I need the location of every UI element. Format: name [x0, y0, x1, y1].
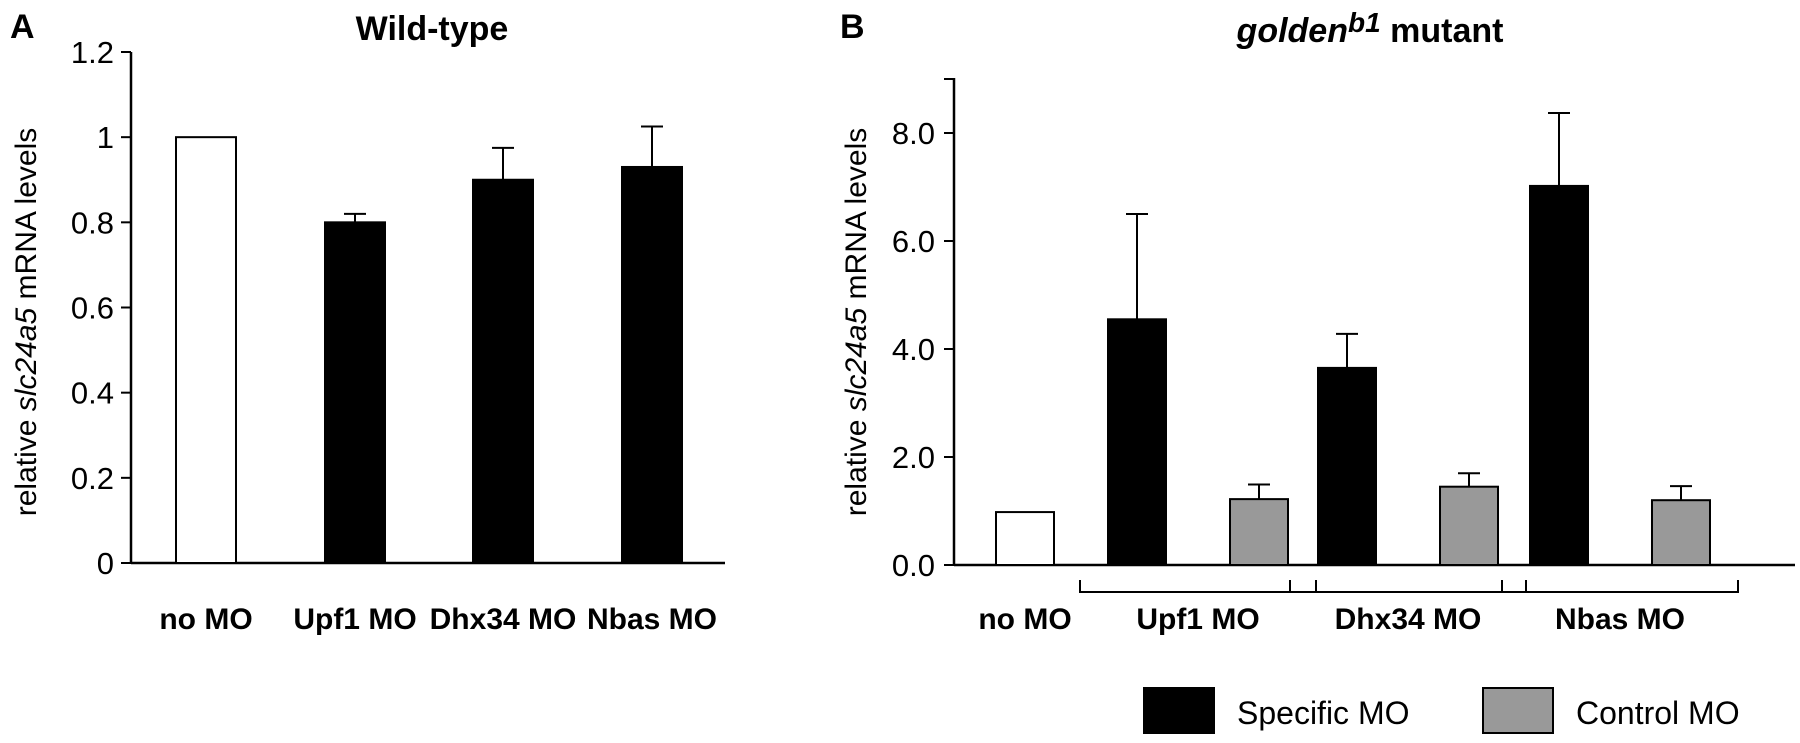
panel-a-y-ticks: 0 0.2 0.4 0.6 0.8 1 1.2: [71, 35, 131, 581]
panel-a-bar: [324, 221, 386, 564]
panel-b-y-tick-label: 2.0: [892, 440, 935, 475]
panel-b-title-rest: mutant: [1381, 12, 1504, 50]
panel-b-y-axis-label-pre: relative: [840, 411, 873, 516]
panel-b-group-brackets: [1079, 580, 1739, 593]
panel-a-y-tick-label: 0.6: [71, 291, 114, 326]
panel-b-bar-specific: [1529, 184, 1589, 566]
panel-b-legend: Specific MO Control MO: [1143, 687, 1740, 734]
panel-a-category-label: Dhx34 MO: [430, 603, 577, 636]
panel-a-title: Wild-type: [356, 10, 509, 48]
panel-a-bar: [621, 165, 683, 564]
panel-b-y-tick-label: 8.0: [892, 116, 935, 151]
panel-a-bar: [175, 136, 237, 565]
panel-b-y-ticks: 0.0 2.0 4.0 6.0 8.0: [892, 78, 954, 583]
panel-b-bar-control: [1439, 485, 1499, 567]
legend-label-specific: Specific MO: [1237, 695, 1409, 731]
panel-a-y-tick-label: 0.4: [71, 376, 114, 411]
panel-a-bars: [175, 125, 683, 565]
panel-b-category-label: Upf1 MO: [1136, 603, 1259, 636]
panel-b-title: goldenb1 mutant: [1236, 7, 1504, 50]
panel-b-bar-specific: [1317, 366, 1377, 566]
legend-label-control: Control MO: [1576, 695, 1740, 731]
panel-b-letter: B: [840, 8, 865, 46]
panel-b-bar-specific: [1107, 318, 1167, 566]
panel-b-title-gene: golden: [1236, 12, 1348, 50]
panel-a-y-tick-label: 1: [97, 120, 114, 155]
panel-b-group-bracket: [1501, 580, 1739, 593]
legend-swatch-specific: [1143, 687, 1215, 734]
panel-a-letter: A: [10, 8, 35, 46]
panel-a-bar: [472, 178, 534, 564]
panel-b-bar-control: [1229, 498, 1289, 566]
panel-b-group-bracket: [1289, 580, 1527, 593]
panel-b-group-bracket: [1079, 580, 1317, 593]
panel-a-y-axis-label-post: mRNA levels: [10, 128, 43, 308]
panel-a-y-axis-label-pre: relative: [10, 411, 43, 516]
panel-a-category-label: no MO: [159, 603, 252, 636]
panel-a-y-tick-label: 0: [97, 546, 114, 581]
panel-b-y-axis-label-gene: slc24a5: [840, 307, 873, 411]
panel-a-category-label: Upf1 MO: [293, 603, 416, 636]
panel-a-category-label: Nbas MO: [587, 603, 717, 636]
panel-b-bar-baseline: [995, 511, 1055, 567]
legend-swatch-control: [1482, 687, 1554, 734]
panel-b-category-labels: no MO Upf1 MO Dhx34 MO Nbas MO: [978, 603, 1685, 636]
panel-b-bar-control: [1651, 499, 1711, 567]
panel-a-y-axis-label-gene: slc24a5: [10, 307, 43, 411]
panel-a: A Wild-type relative slc24a5 mRNA levels…: [10, 8, 725, 636]
panel-b-category-label: no MO: [978, 603, 1071, 636]
panel-b-y-tick-label: 0.0: [892, 548, 935, 583]
panel-b-y-tick-label: 6.0: [892, 224, 935, 259]
panel-a-y-tick-label: 0.2: [71, 461, 114, 496]
panel-a-y-axis-label: relative slc24a5 mRNA levels: [10, 128, 43, 517]
panel-b-y-tick-label: 4.0: [892, 332, 935, 367]
panel-b-y-axis-label-post: mRNA levels: [840, 128, 873, 308]
panel-b-category-label: Dhx34 MO: [1335, 603, 1482, 636]
panel-a-category-labels: no MO Upf1 MO Dhx34 MO Nbas MO: [159, 603, 717, 636]
panel-b-y-axis-label: relative slc24a5 mRNA levels: [840, 128, 873, 517]
panel-b: B goldenb1 mutant relative slc24a5 mRNA …: [840, 7, 1795, 734]
panel-a-y-tick-label: 0.8: [71, 205, 114, 240]
panel-b-bars: [995, 112, 1711, 567]
panel-b-category-label: Nbas MO: [1555, 603, 1685, 636]
panel-a-y-tick-label: 1.2: [71, 35, 114, 70]
panel-b-title-allele: b1: [1348, 7, 1381, 38]
